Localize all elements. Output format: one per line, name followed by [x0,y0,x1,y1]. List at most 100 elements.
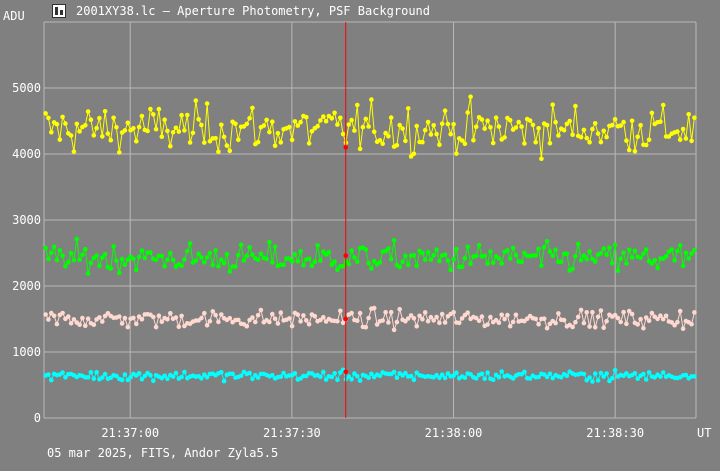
data-point [414,263,420,269]
data-point [193,98,199,103]
data-point [244,253,250,259]
data-point [306,256,312,262]
data-point [156,106,162,112]
data-point [680,263,686,269]
data-point [485,261,490,266]
data-point [318,258,323,263]
data-point [428,257,434,262]
data-point [473,315,479,321]
grid-lines [43,21,697,419]
data-point [159,253,165,259]
data-point [414,324,420,329]
data-point [575,241,581,247]
data-point [83,123,88,128]
data-point [49,250,54,256]
data-point [340,131,346,137]
data-point [119,256,125,262]
data-point [270,119,275,124]
data-point [604,371,609,376]
data-point [185,112,190,118]
data-point [618,319,623,325]
data-point [377,138,383,143]
data-point [541,244,547,250]
data-point [471,138,476,143]
data-point [255,312,261,318]
data-point [677,137,683,142]
data-point [182,369,187,375]
data-point [85,316,91,322]
data-point [49,377,54,383]
data-point [454,151,459,156]
data-point [139,376,145,382]
data-point [100,375,105,380]
y-tick-label: 1000 [12,345,41,359]
data-point [165,257,170,263]
data-point [102,252,108,257]
data-point [683,250,689,256]
data-point [510,376,516,381]
data-point [131,315,136,321]
data-point [380,318,386,323]
data-point [510,319,516,325]
data-point [595,314,601,320]
data-point [604,318,609,324]
data-point [207,250,213,256]
data-point [570,266,575,272]
data-point [193,258,199,264]
data-point [490,140,496,146]
data-point [145,128,150,134]
data-point [196,117,201,122]
data-point [496,256,502,261]
data-point [550,375,555,381]
data-point [635,134,640,140]
data-point [236,137,241,143]
data-point [598,308,604,313]
data-point [270,311,275,317]
data-point [391,327,397,333]
data-point [332,110,337,116]
data-point [442,252,448,257]
data-point [513,252,519,258]
data-point [445,371,451,376]
data-point [219,312,224,317]
data-point [488,125,493,130]
data-point [151,112,156,117]
data-point [250,376,255,382]
data-point [202,260,207,265]
data-point [618,256,623,262]
data-point [247,245,252,250]
photometry-app-icon[interactable] [52,4,66,18]
data-point [88,117,94,122]
data-point [60,114,65,120]
data-point [536,246,541,252]
data-point [677,243,683,248]
data-point [94,369,99,375]
data-point [595,378,601,383]
data-point [134,139,139,144]
data-point [609,122,615,128]
time-cursor[interactable] [343,22,349,418]
data-point [349,248,354,253]
data-point [499,312,505,318]
data-point [499,369,505,374]
data-point [496,124,502,129]
data-point [91,376,97,382]
data-point [255,257,261,263]
data-point [111,115,116,121]
data-point [473,253,479,259]
data-point [227,148,233,154]
data-point [100,255,105,260]
data-point [54,321,60,327]
data-point [366,315,371,321]
data-point [507,117,513,123]
data-point [57,137,63,142]
data-point [340,263,346,269]
data-point [253,319,258,325]
data-point [46,372,51,377]
data-point [660,370,666,375]
data-point [604,252,609,257]
data-point [629,311,635,317]
data-point [335,377,340,383]
observation-info: 05 mar 2025, FITS, Andor Zyla5.5 [47,446,279,460]
